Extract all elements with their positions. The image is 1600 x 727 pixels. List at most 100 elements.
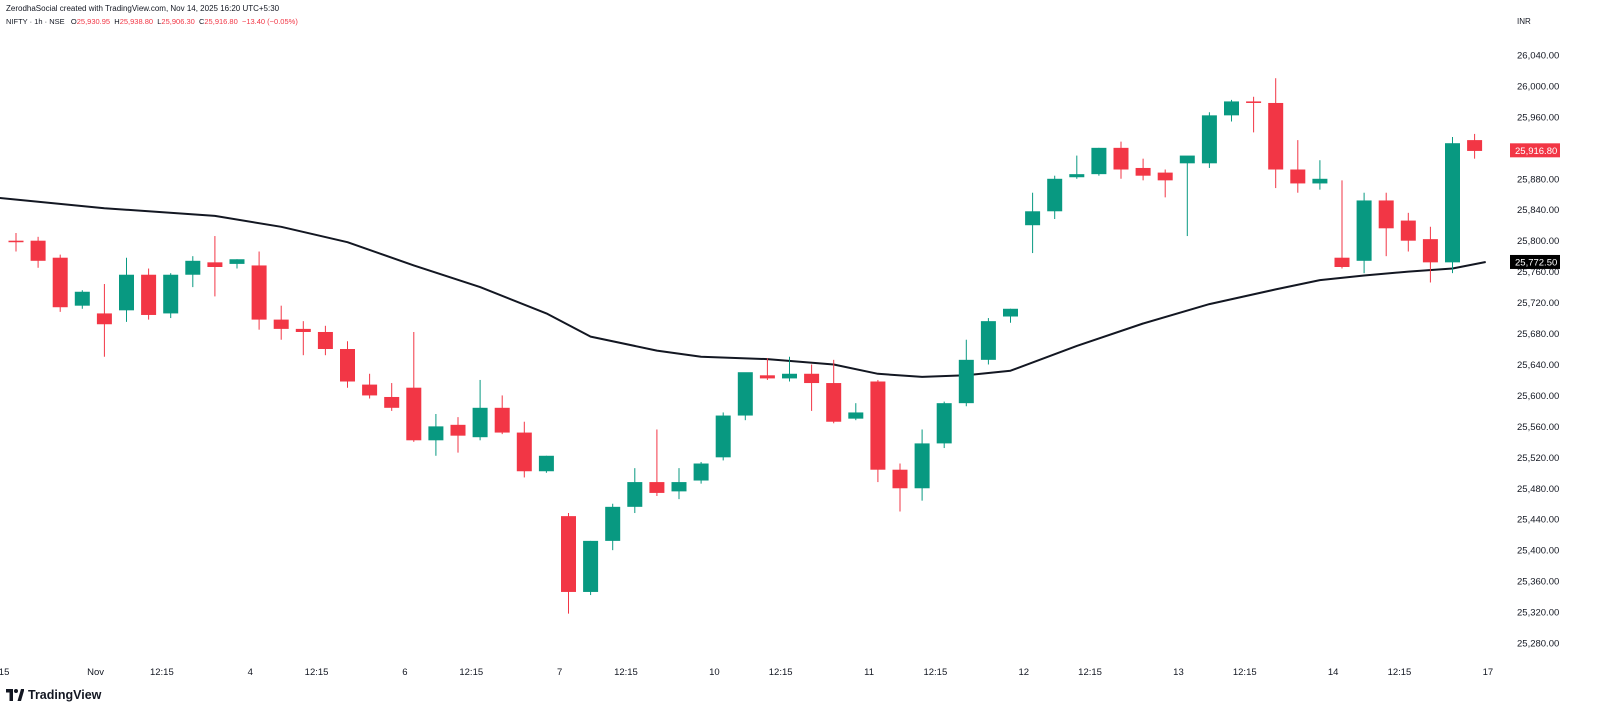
candle [538, 455, 554, 473]
time-tick-label: 10 [709, 667, 720, 678]
price-tick-label: 25,720.00 [1517, 298, 1559, 309]
candle [30, 236, 46, 268]
candle-body [1069, 174, 1085, 178]
candle [185, 256, 201, 288]
candle-body [649, 482, 665, 493]
time-tick-label: 12:15 [305, 667, 329, 678]
candle-body [472, 407, 488, 438]
candle [1290, 140, 1306, 193]
candle-body [317, 331, 333, 350]
candle-body [1290, 169, 1306, 184]
candle-body [295, 328, 311, 332]
candle [759, 358, 775, 380]
candle-body [207, 262, 223, 267]
candle [737, 372, 753, 421]
candle-body [1157, 172, 1173, 181]
candle-body [273, 319, 289, 329]
candle [804, 364, 820, 411]
ma-price-tag-box [1510, 254, 1560, 269]
ma-price-tag-label: 25,772.50 [1515, 257, 1557, 268]
candle [1312, 160, 1328, 190]
time-tick-label: :15 [0, 667, 9, 678]
candle [119, 257, 134, 322]
candle [1135, 158, 1151, 181]
candle [1179, 155, 1195, 237]
candle [74, 290, 90, 309]
price-tick-label: 25,880.00 [1517, 174, 1559, 185]
price-tick-label: 26,040.00 [1517, 51, 1559, 62]
candle-body [583, 540, 599, 592]
candle-body [1422, 239, 1438, 263]
candle [141, 268, 157, 320]
close-label: C [198, 17, 205, 26]
candle-body [30, 240, 46, 261]
candle-body [1179, 155, 1195, 164]
low-label: L [157, 17, 162, 26]
time-tick-label: 7 [557, 667, 562, 678]
candle [1069, 155, 1085, 179]
candle [715, 412, 731, 461]
candle [516, 421, 532, 478]
candle-body [848, 412, 864, 419]
candle-body [516, 432, 532, 472]
symbol-name: NIFTY · 1h · NSE [6, 17, 65, 26]
high-value: 25,938.80 [119, 17, 154, 26]
candle [1025, 192, 1041, 254]
candle-body [1003, 308, 1018, 317]
candle [362, 373, 378, 399]
candle [1157, 169, 1173, 198]
candle-body [1356, 200, 1372, 261]
candle [936, 401, 952, 449]
candle [207, 236, 223, 297]
open-value: 25,930.95 [76, 17, 111, 26]
candle-body [804, 373, 820, 384]
candle-body [561, 516, 576, 592]
candle-body [1378, 200, 1394, 229]
price-axis[interactable]: 26,040.0026,000.0025,960.0025,920.0025,8… [1517, 51, 1559, 650]
candle [1224, 99, 1239, 122]
candle-body [958, 359, 974, 404]
candle [782, 356, 797, 382]
low-value: 25,906.30 [161, 17, 195, 26]
candle [406, 331, 422, 442]
currency-label[interactable]: INR [1517, 17, 1531, 26]
candle [52, 254, 68, 312]
price-tick-label: 25,640.00 [1517, 360, 1559, 371]
candle [450, 417, 466, 453]
brand-name: TradingView [28, 688, 102, 702]
candle-body [185, 260, 201, 275]
candle-body [1201, 115, 1217, 164]
candle [1445, 137, 1460, 274]
chart-credit: ZerodhaSocial created with TradingView.c… [6, 4, 280, 13]
candle-body [737, 372, 753, 416]
candle [1047, 175, 1063, 220]
candle-body [671, 482, 687, 492]
candle [671, 468, 687, 500]
last-price-tag-box [1510, 143, 1560, 158]
candle-body [1113, 147, 1129, 170]
candle [561, 513, 576, 614]
symbol-legend: NIFTY · 1h · NSE O25,930.95 H25,938.80 L… [6, 17, 298, 26]
time-tick-label: Nov [87, 667, 104, 678]
time-tick-label: 11 [864, 667, 874, 678]
candle-body [693, 463, 709, 481]
candle-body [826, 383, 842, 422]
candle-body [627, 482, 643, 507]
close-value: 25,916.80 [204, 17, 238, 26]
time-axis[interactable]: :15 Nov 12:15 4 12:15 6 12:15 7 12:15 10 12:15 11 12… [0, 667, 1493, 678]
price-tick-label: 25,440.00 [1517, 515, 1559, 526]
candle [273, 305, 289, 340]
candle-body [914, 443, 930, 489]
candle-body [782, 373, 797, 379]
candle-body [1312, 178, 1328, 184]
price-tick-label: 25,760.00 [1517, 267, 1559, 278]
candle [1091, 147, 1107, 176]
candle [340, 341, 355, 388]
candle [472, 379, 488, 441]
candle-body [406, 387, 422, 441]
price-tick-label: 25,360.00 [1517, 577, 1559, 588]
candle [494, 395, 510, 435]
candle [649, 429, 665, 497]
candle [980, 318, 996, 365]
